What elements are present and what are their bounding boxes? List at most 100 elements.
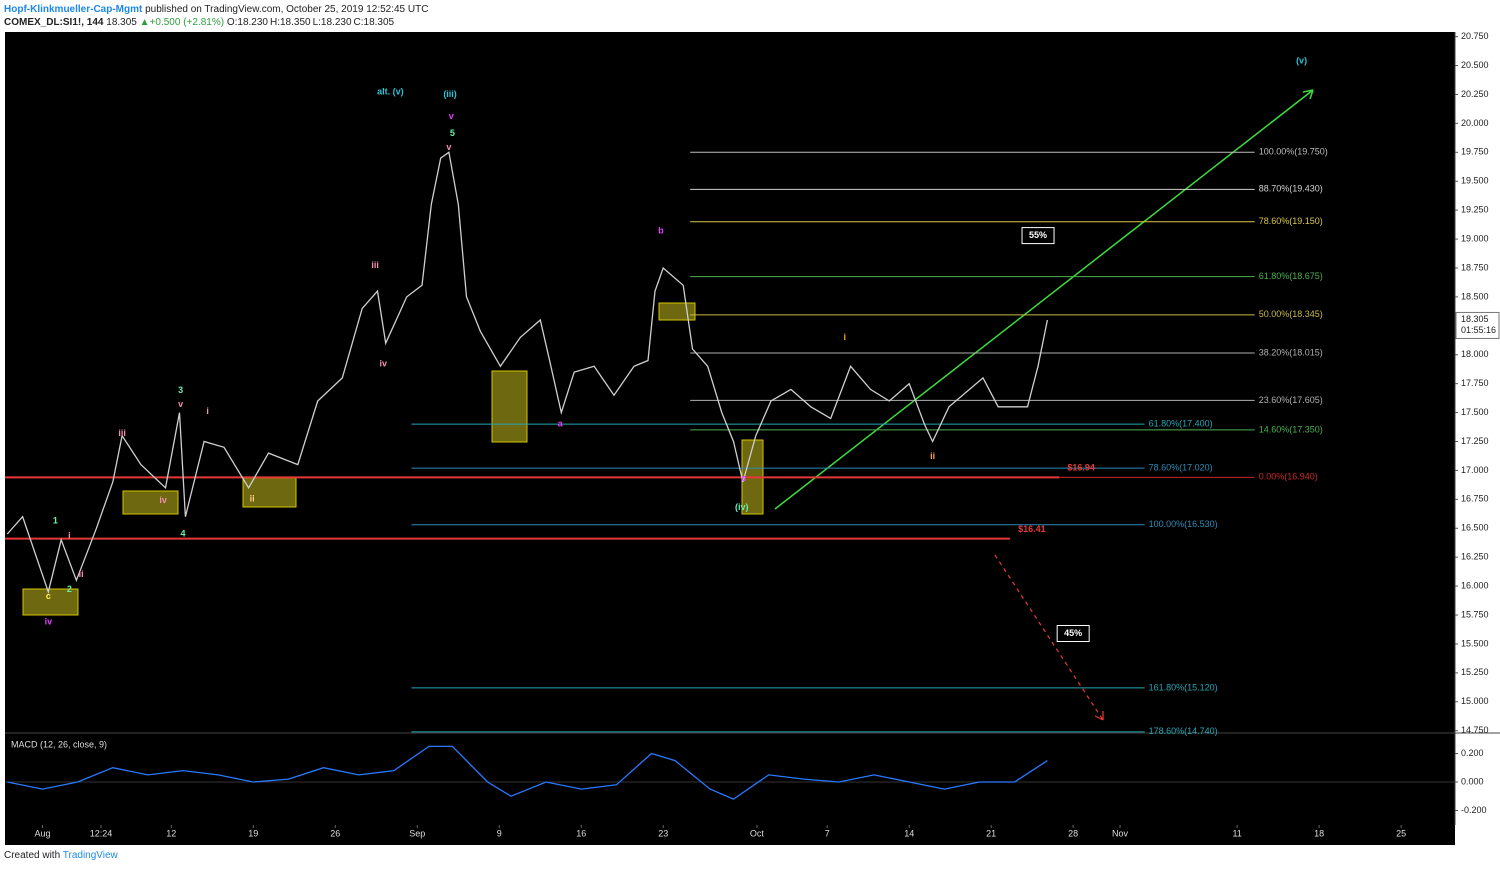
arrow-head — [1094, 711, 1104, 721]
quote-label: O: — [226, 17, 238, 28]
wave-label: 3 — [178, 385, 183, 395]
wave-label: (v) — [1296, 55, 1307, 65]
x-tick-label: 7 — [825, 828, 830, 838]
fib-label: 23.60%(17.605) — [1259, 395, 1323, 405]
y-tick-label: 20.500 — [1461, 60, 1489, 70]
brand[interactable]: TradingView — [62, 850, 118, 861]
y-tick-label: 17.500 — [1461, 407, 1489, 417]
y-tick-label: -0.200 — [1461, 805, 1487, 815]
x-tick-label: Sep — [409, 828, 425, 838]
y-tick-label: 0.200 — [1461, 748, 1484, 758]
zone — [658, 302, 696, 321]
y-tick-label: 15.750 — [1461, 609, 1489, 619]
fib-label: 61.80%(17.400) — [1149, 419, 1213, 429]
x-tick-label: 14 — [904, 828, 914, 838]
y-tick-label: 20.250 — [1461, 89, 1489, 99]
quote-value: 18.350 — [279, 17, 311, 28]
y-tick-label: 17.750 — [1461, 378, 1489, 388]
y-tick-label: 20.750 — [1461, 31, 1489, 41]
wave-label: iii — [118, 428, 126, 438]
quote: O:18.230 H:18.350 L:18.230 C:18.305 — [227, 17, 396, 28]
y-tick-label: 14.750 — [1461, 725, 1489, 735]
wave-label: iv — [380, 358, 388, 368]
wave-label: iv — [159, 495, 167, 505]
header-line: Hopf-Klinkmueller-Cap-Mgmt published on … — [4, 3, 428, 16]
y-tick-label: 19.000 — [1461, 233, 1489, 243]
x-tick-label: Nov — [1112, 828, 1129, 838]
x-tick-label: Aug — [34, 828, 50, 838]
y-tick-label: 15.250 — [1461, 667, 1489, 677]
axis-background — [1455, 32, 1500, 825]
wave-label: ii — [930, 451, 935, 461]
change: ▲+0.500 (+2.81%) — [139, 17, 225, 28]
x-tick-label: 18 — [1314, 828, 1324, 838]
fib-label: 50.00%(18.345) — [1259, 309, 1323, 319]
x-tick-label: 12 — [166, 828, 176, 838]
wave-label: ii — [79, 569, 84, 579]
fib-label: 0.00%(16.940) — [1259, 472, 1318, 482]
zone — [122, 490, 179, 515]
x-tick-label: 23 — [658, 828, 668, 838]
footer: Created with TradingView — [4, 850, 118, 861]
fib-label: 38.20%(18.015) — [1259, 347, 1323, 357]
quote-value: 18.230 — [320, 17, 352, 28]
arrow-head — [1302, 89, 1314, 100]
y-tick-label: 16.250 — [1461, 552, 1489, 562]
wave-label: 4 — [181, 528, 186, 538]
plot-background — [5, 32, 1455, 825]
wave-label: alt. (v) — [377, 87, 404, 97]
wave-label: 45% — [1064, 628, 1082, 638]
wave-label: c — [742, 473, 747, 483]
y-tick-label: 15.000 — [1461, 696, 1489, 706]
wave-label: v — [446, 142, 451, 152]
quote-value: 18.305 — [363, 17, 395, 28]
wave-label: i — [844, 332, 847, 342]
key-level-label: $16.94 — [1067, 463, 1095, 473]
y-tick-label: 20.000 — [1461, 118, 1489, 128]
fib-label: 100.00%(16.530) — [1149, 519, 1218, 529]
x-tick-label: 19 — [248, 828, 258, 838]
x-tick-label: 28 — [1068, 828, 1078, 838]
x-tick-label: 12:24 — [90, 828, 113, 838]
y-tick-label: 18.000 — [1461, 349, 1489, 359]
y-tick-label: 19.250 — [1461, 205, 1489, 215]
wave-label: i — [206, 406, 209, 416]
y-tick-label: 17.000 — [1461, 465, 1489, 475]
wave-label: (iii) — [443, 89, 457, 99]
wave-label: 1 — [53, 516, 58, 526]
y-tick-label: 16.000 — [1461, 580, 1489, 590]
quote-value: 18.230 — [237, 17, 268, 28]
fib-label: 78.60%(19.150) — [1259, 216, 1323, 226]
quote-label: C: — [353, 17, 364, 28]
x-tick-label: 26 — [330, 828, 340, 838]
macd-line — [7, 745, 1048, 800]
quote-label: H: — [269, 17, 280, 28]
down-arrow — [994, 554, 1104, 721]
x-tick-label: 9 — [497, 828, 502, 838]
x-tick-label: 11 — [1232, 828, 1241, 838]
y-tick-label: 18.750 — [1461, 262, 1489, 272]
price-line — [6, 151, 1049, 595]
y-tick-label: 16.500 — [1461, 523, 1489, 533]
annotation-box — [1056, 625, 1090, 643]
fib-label: 178.60%(14.740) — [1149, 726, 1218, 736]
wave-label: 55% — [1029, 230, 1047, 240]
countdown: 01:55:16 — [1461, 325, 1496, 335]
wave-label: (iv) — [735, 502, 749, 512]
trend-arrow — [774, 89, 1314, 510]
wave-label: i — [68, 531, 71, 541]
wave-label: 5 — [450, 128, 455, 138]
wave-label: iii — [371, 260, 379, 270]
published: published on TradingView.com, October 25… — [145, 4, 429, 15]
wave-label: c — [46, 591, 51, 601]
author[interactable]: Hopf-Klinkmueller-Cap-Mgmt — [4, 4, 143, 15]
wave-label: iv — [45, 616, 53, 626]
quote-line: COMEX_DL:SI1!, 144 18.305 ▲+0.500 (+2.81… — [4, 16, 428, 29]
symbol: COMEX_DL:SI1!, 144 — [4, 17, 104, 28]
fib-label: 78.60%(17.020) — [1149, 462, 1213, 472]
y-tick-label: 15.500 — [1461, 638, 1489, 648]
fib-label: 88.70%(19.430) — [1259, 184, 1323, 194]
fib-label: 14.60%(17.350) — [1259, 424, 1323, 434]
wave-label: v — [178, 399, 183, 409]
change-value: +0.500 (+2.81%) — [149, 17, 225, 28]
